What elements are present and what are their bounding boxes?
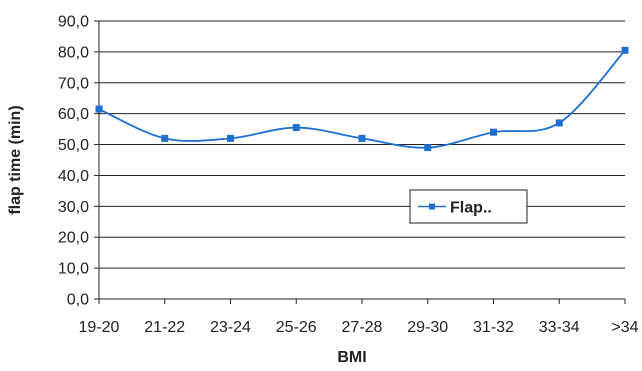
x-tick-label: 33-34	[539, 319, 580, 336]
data-point	[227, 134, 234, 142]
grid-layer	[99, 20, 625, 300]
data-point	[490, 128, 497, 136]
data-point	[292, 124, 300, 132]
y-tick-label: 40,0	[58, 168, 89, 185]
x-axis-title: BMI	[337, 349, 366, 366]
data-point	[621, 46, 629, 54]
y-tick-label: 80,0	[58, 44, 89, 61]
y-tick-label: 60,0	[58, 106, 89, 123]
series-layer	[95, 46, 629, 152]
x-tick-label: 31-32	[473, 319, 514, 336]
x-tick-label: 23-24	[210, 319, 251, 336]
data-point	[358, 134, 366, 142]
label-layer: 0,0 10,0 20,0 30,0 40,0 50,0 60,0 70,0 80,0 90,0 1…	[58, 14, 639, 337]
x-tick-label: >34	[611, 319, 638, 336]
y-tick-label: 70,0	[58, 75, 89, 92]
y-tick-label: 0,0	[67, 292, 89, 309]
legend: Flap..	[409, 189, 528, 224]
x-tick-label: 27-28	[342, 319, 383, 336]
x-tick-label: 29-30	[407, 319, 448, 336]
y-tick-label: 10,0	[58, 261, 89, 278]
data-point	[95, 105, 103, 113]
x-tick-label: 19-20	[79, 319, 120, 336]
y-axis-title: flap time (min)	[7, 105, 24, 214]
y-tick-label: 90,0	[58, 14, 89, 31]
series-line-flap	[98, 49, 626, 149]
data-point	[555, 119, 563, 127]
y-tick-label: 20,0	[58, 230, 89, 247]
axis-layer	[94, 20, 626, 304]
y-tick-label: 50,0	[58, 137, 89, 154]
data-point	[424, 144, 432, 152]
x-tick-label: 25-26	[276, 319, 317, 336]
legend-label: Flap..	[450, 200, 492, 217]
y-tick-label: 30,0	[58, 199, 89, 216]
x-tick-label: 21-22	[144, 319, 185, 336]
legend-point-marker	[429, 203, 435, 210]
data-point	[161, 134, 169, 142]
